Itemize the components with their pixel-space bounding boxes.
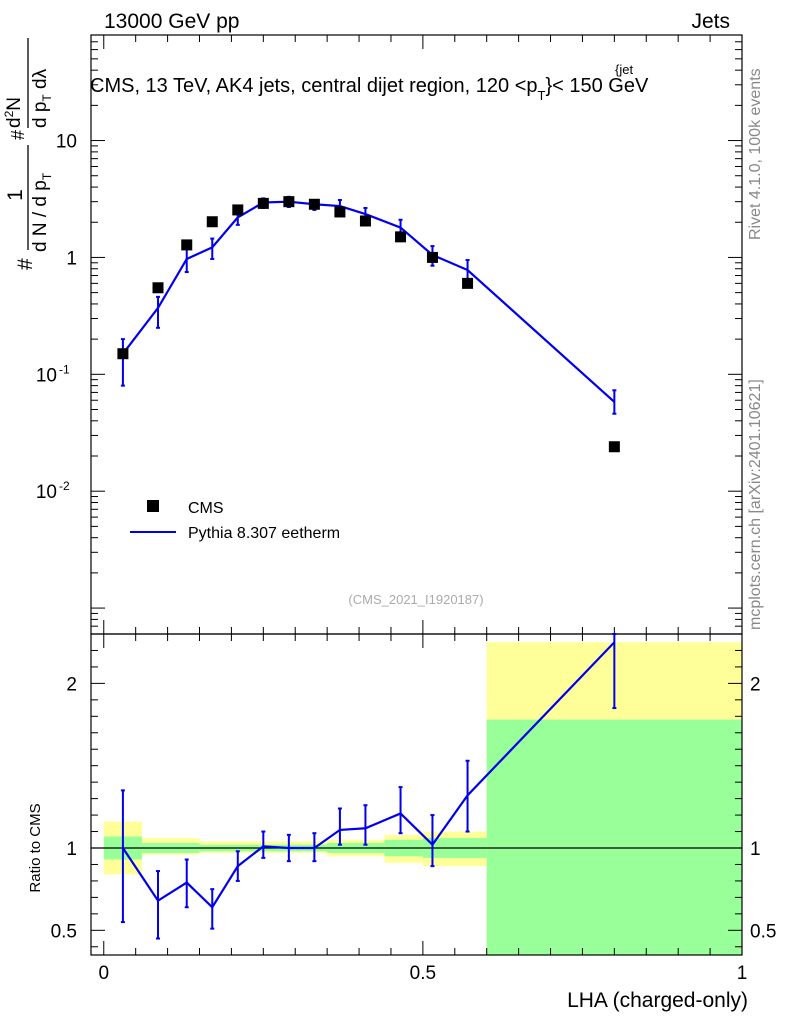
ylabel-main-num: d2N [2,97,25,128]
ylabel-one: 1 [4,189,27,201]
main-ytick-sup: -1 [59,362,70,376]
analysis-watermark: (CMS_2021_I1920187) [348,592,483,607]
legend-cms-label: CMS [188,500,224,517]
ratio-ytick-label-right: 1 [750,839,761,860]
main-ytick-label: 10 [36,482,57,503]
cms-data-point [232,204,244,216]
ylabel-hash2: # [8,130,28,140]
ratio-ytick-label-right: 0.5 [750,921,776,942]
cms-data-point [426,251,438,263]
ylabel-hash: # [14,258,37,270]
legend-mc-label: Pythia 8.307 eetherm [188,525,340,542]
cms-data-point [206,216,218,228]
ratio-xtick-label: 1 [737,963,748,984]
ratio-ytick-label: 2 [66,674,77,695]
cms-data-point [395,231,407,243]
legend-cms-marker [147,500,159,512]
ratio-ytick-label: 1 [66,839,77,860]
header-right: Jets [691,10,730,33]
ratio-ylabel: Ratio to CMS [27,803,44,892]
mc-line [122,200,616,403]
cms-data-point [283,196,295,208]
ratio-frame [90,633,743,956]
ratio-panel: 0.5 0.51 12 20 0.5 1 [51,633,776,984]
ylabel-main-den: d pT dλ [30,68,54,128]
cms-data-point [117,348,129,360]
ylabel-dN: d N / d pT [30,172,54,252]
cms-data-point [608,441,620,453]
legend: CMS Pythia 8.307 eetherm [130,500,340,542]
main-title-sup: {jet [615,62,633,77]
main-ylabel: # 1 d N / d pT # d2N d pT dλ [2,38,54,270]
cms-data-point [181,239,193,251]
ratio-ytick-label-right: 2 [750,674,761,695]
main-title: CMS, 13 TeV, AK4 jets, central dijet reg… [90,75,649,103]
mcplots-label: mcplots.cern.ch [arXiv:2401.10621] [747,379,764,630]
ratio-xtick-label: 0 [98,963,109,984]
ratio-xtick-label: 0.5 [410,963,436,984]
main-ytick-label: 10 [56,132,77,153]
cms-data-point [257,197,269,209]
main-ytick-label: 10 [36,365,57,386]
ratio-ytick-label: 0.5 [51,921,77,942]
cms-data-point [359,215,371,227]
header-left: 13000 GeV pp [104,10,239,33]
cms-data-point [308,198,320,210]
rivet-label: Rivet 4.1.0, 100k events [747,68,764,240]
main-frame [90,34,743,635]
cms-data-point [334,206,346,218]
ratio-band-inner [486,719,742,955]
ratio-mc-line [121,641,616,910]
xlabel: LHA (charged-only) [567,989,748,1012]
cms-data-point [462,277,474,289]
main-ytick-label: 1 [66,248,77,269]
main-ytick-sup: -2 [59,479,70,493]
cms-data-point [152,282,164,294]
